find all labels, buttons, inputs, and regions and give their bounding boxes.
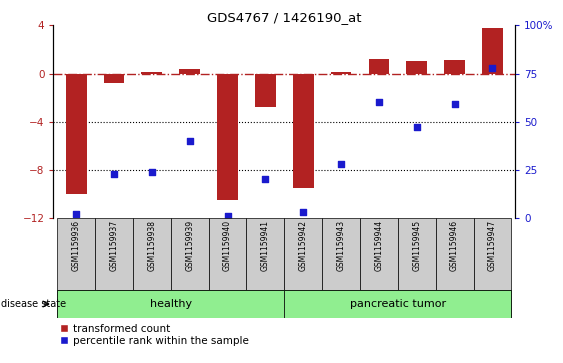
Text: GSM1159947: GSM1159947 xyxy=(488,220,497,271)
Bar xyxy=(473,218,511,290)
Bar xyxy=(482,28,503,73)
Bar xyxy=(141,72,162,73)
Bar xyxy=(179,69,200,73)
Text: pancreatic tumor: pancreatic tumor xyxy=(350,299,446,309)
Bar xyxy=(57,290,284,318)
Text: GSM1159941: GSM1159941 xyxy=(261,220,270,271)
Bar xyxy=(57,218,95,290)
Bar xyxy=(95,218,133,290)
Text: GSM1159939: GSM1159939 xyxy=(185,220,194,271)
Point xyxy=(450,101,459,107)
Bar xyxy=(104,73,124,83)
Bar xyxy=(436,218,473,290)
Bar xyxy=(255,73,276,107)
Point xyxy=(488,65,497,71)
Point xyxy=(110,171,119,176)
Point xyxy=(148,169,157,175)
Bar xyxy=(330,72,351,73)
Text: GSM1159943: GSM1159943 xyxy=(337,220,346,271)
Point xyxy=(185,138,194,144)
Bar xyxy=(293,73,314,188)
Legend: transformed count, percentile rank within the sample: transformed count, percentile rank withi… xyxy=(59,323,250,347)
Bar xyxy=(322,218,360,290)
Title: GDS4767 / 1426190_at: GDS4767 / 1426190_at xyxy=(207,11,361,24)
Bar xyxy=(66,73,87,194)
Bar xyxy=(284,218,322,290)
Bar xyxy=(369,59,390,73)
Point xyxy=(374,99,383,105)
Text: healthy: healthy xyxy=(150,299,192,309)
Point xyxy=(223,213,232,219)
Text: GSM1159945: GSM1159945 xyxy=(412,220,421,271)
Point xyxy=(337,161,346,167)
Point xyxy=(299,209,308,215)
Text: disease state: disease state xyxy=(1,299,66,309)
Text: GSM1159936: GSM1159936 xyxy=(72,220,81,271)
Text: GSM1159944: GSM1159944 xyxy=(374,220,383,271)
Bar xyxy=(398,218,436,290)
Bar xyxy=(444,60,465,73)
Text: GSM1159942: GSM1159942 xyxy=(299,220,308,271)
Bar xyxy=(171,218,209,290)
Bar xyxy=(406,61,427,73)
Bar xyxy=(247,218,284,290)
Bar xyxy=(360,218,398,290)
Point xyxy=(261,176,270,182)
Text: GSM1159938: GSM1159938 xyxy=(148,220,157,271)
Point xyxy=(72,211,81,217)
Bar xyxy=(133,218,171,290)
Text: GSM1159937: GSM1159937 xyxy=(110,220,119,271)
Text: GSM1159946: GSM1159946 xyxy=(450,220,459,271)
Bar xyxy=(284,290,511,318)
Point xyxy=(412,125,421,130)
Bar xyxy=(217,73,238,200)
Text: GSM1159940: GSM1159940 xyxy=(223,220,232,271)
Bar xyxy=(209,218,247,290)
